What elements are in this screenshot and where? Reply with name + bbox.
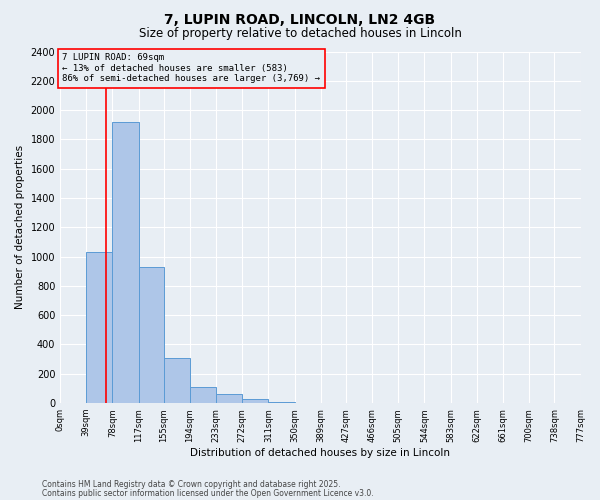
Bar: [216, 394, 242, 403]
Bar: [86, 252, 112, 403]
Text: Contains public sector information licensed under the Open Government Licence v3: Contains public sector information licen…: [42, 488, 374, 498]
Text: 7, LUPIN ROAD, LINCOLN, LN2 4GB: 7, LUPIN ROAD, LINCOLN, LN2 4GB: [164, 12, 436, 26]
X-axis label: Distribution of detached houses by size in Lincoln: Distribution of detached houses by size …: [190, 448, 451, 458]
Y-axis label: Number of detached properties: Number of detached properties: [15, 145, 25, 310]
Bar: [190, 387, 216, 403]
Text: 7 LUPIN ROAD: 69sqm
← 13% of detached houses are smaller (583)
86% of semi-detac: 7 LUPIN ROAD: 69sqm ← 13% of detached ho…: [62, 54, 320, 83]
Bar: [139, 267, 164, 403]
Bar: [242, 398, 268, 403]
Text: Size of property relative to detached houses in Lincoln: Size of property relative to detached ho…: [139, 28, 461, 40]
Bar: [268, 402, 295, 403]
Bar: [112, 122, 139, 403]
Bar: [164, 358, 190, 403]
Text: Contains HM Land Registry data © Crown copyright and database right 2025.: Contains HM Land Registry data © Crown c…: [42, 480, 341, 489]
